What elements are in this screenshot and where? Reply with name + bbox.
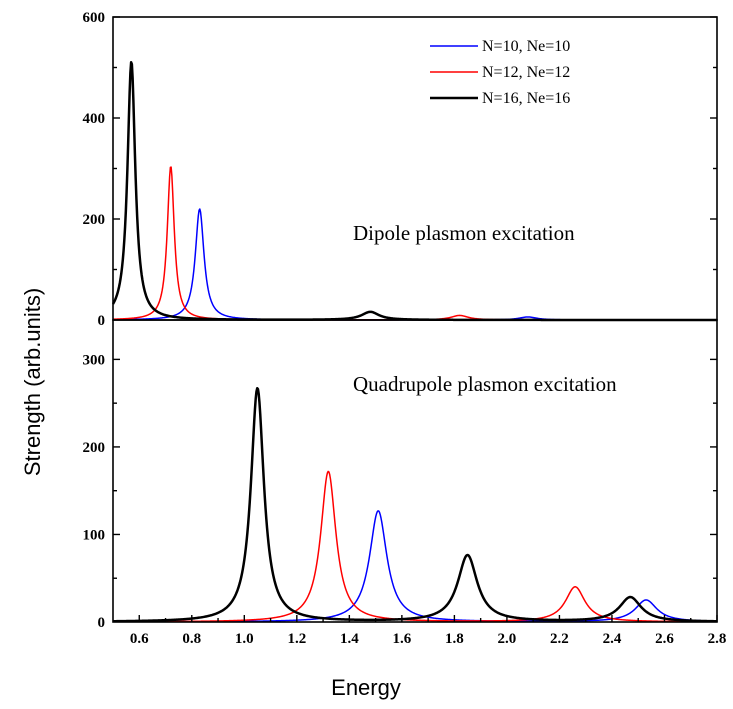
- dipole-plot-frame: [112, 16, 718, 321]
- x-tick-label: 1.8: [445, 631, 464, 647]
- y-tick-label: 200: [83, 212, 106, 228]
- x-axis-label: Energy: [331, 675, 401, 700]
- y-axis-label: Strength (arb.units): [20, 288, 45, 476]
- series-line-quadrupole-0: [113, 510, 718, 623]
- x-tick-label: 1.4: [340, 631, 359, 647]
- legend-label-n16: N=16, Ne=16: [482, 90, 570, 107]
- x-tick-label: 2.6: [655, 631, 674, 647]
- x-tick-label: 0.6: [130, 631, 149, 647]
- x-tick-label: 0.8: [182, 631, 201, 647]
- legend-label-n10: N=10, Ne=10: [482, 38, 570, 55]
- y-tick-label: 100: [83, 527, 106, 543]
- x-tick-label: 2.4: [603, 631, 622, 647]
- dipole-annotation: Dipole plasmon excitation: [353, 221, 575, 245]
- x-tick-label: 1.2: [287, 631, 306, 647]
- x-tick-label: 2.2: [550, 631, 569, 647]
- series-line-quadrupole-1: [113, 470, 717, 623]
- x-tick-label: 2.8: [708, 631, 727, 647]
- x-tick-label: 1.6: [392, 631, 411, 647]
- y-tick-label: 0: [98, 615, 106, 631]
- y-tick-label: 0: [98, 313, 106, 329]
- quadrupole-panel: 0 100 200 300: [83, 319, 718, 631]
- legend-label-n12: N=12, Ne=12: [482, 64, 570, 81]
- x-tick-label: 1.0: [235, 631, 254, 647]
- quadrupole-annotation: Quadrupole plasmon excitation: [353, 372, 617, 396]
- y-tick-label: 300: [83, 352, 106, 368]
- y-tick-label: 600: [83, 10, 106, 26]
- legend: N=10, Ne=10 N=12, Ne=12 N=16, Ne=16: [430, 38, 570, 107]
- x-axis: 0.6 0.8 1.0 1.2 1.4 1.6 1.8 2.0 2.2 2.4 2.6 2.8: [130, 615, 726, 647]
- series-line-quadrupole-2: [112, 386, 718, 623]
- series-line-dipole-2: [111, 60, 718, 322]
- y-tick-label: 200: [83, 440, 106, 456]
- y-tick-label: 400: [83, 111, 106, 127]
- quadrupole-plot-frame: [112, 319, 718, 623]
- dipole-panel: 0 200 400 600: [83, 10, 718, 329]
- x-tick-label: 2.0: [498, 631, 517, 647]
